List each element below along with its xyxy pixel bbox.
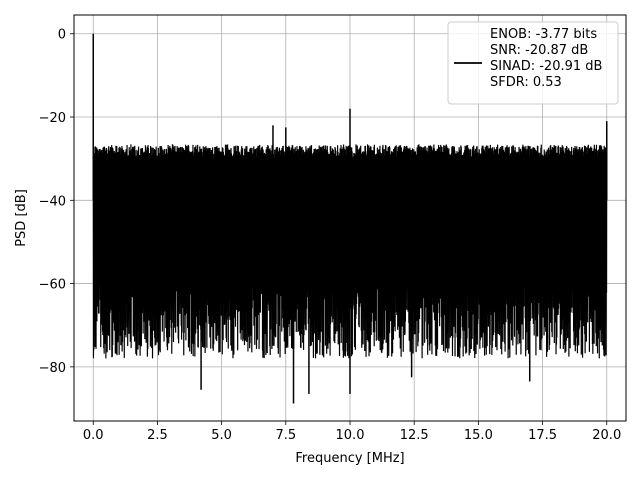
legend-box: [447, 21, 619, 105]
y-ticks: 0 −20 −40 −60 −80: [39, 28, 74, 376]
legend-label-line: ENOB: -3.77 bits: [490, 27, 597, 42]
y-tick-label: −80: [39, 361, 66, 376]
legend-label: ENOB: -3.77 bits SNR: -20.87 dB SINAD: -20…: [490, 27, 602, 90]
x-ticks: 0.0 2.5 5.0 7.5 10.0 12.5 15.0 17.5 20.0: [83, 421, 621, 443]
x-tick-label: 17.5: [528, 428, 557, 443]
y-tick-label: −20: [39, 111, 66, 126]
y-axis-label: PSD [dB]: [14, 189, 29, 247]
x-tick-label: 0.0: [83, 428, 104, 443]
x-tick-label: 12.5: [400, 428, 429, 443]
y-tick-label: −40: [39, 194, 66, 209]
legend: ENOB: -3.77 bits SNR: -20.87 dB SINAD: -20…: [447, 21, 619, 105]
legend-label-line: SFDR: 0.53: [490, 75, 562, 90]
legend-label-line: SINAD: -20.91 dB: [490, 59, 602, 74]
x-tick-label: 20.0: [592, 428, 621, 443]
x-tick-label: 10.0: [336, 428, 365, 443]
y-tick-label: −60: [39, 278, 66, 293]
x-tick-label: 15.0: [464, 428, 493, 443]
x-tick-label: 2.5: [147, 428, 168, 443]
x-axis-label: Frequency [MHz]: [295, 451, 404, 466]
x-tick-label: 7.5: [275, 428, 296, 443]
y-tick-label: 0: [58, 28, 66, 43]
legend-label-line: SNR: -20.87 dB: [490, 43, 588, 58]
series-group: [92, 33, 608, 404]
x-tick-label: 5.0: [211, 428, 232, 443]
